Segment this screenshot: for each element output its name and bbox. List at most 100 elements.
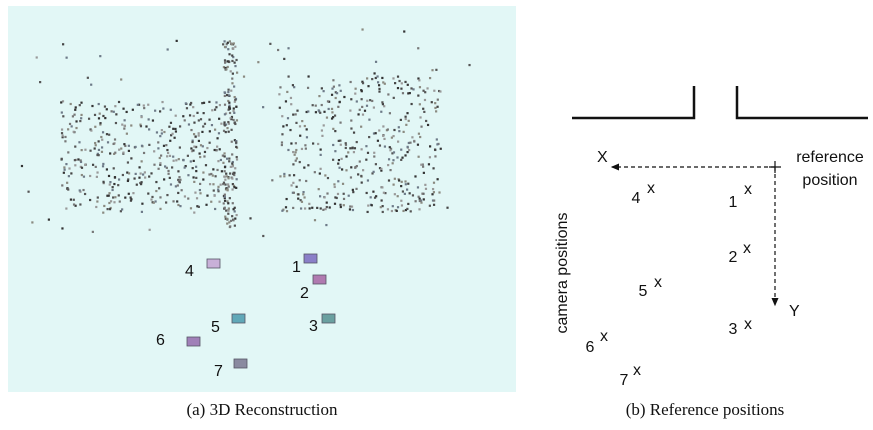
cloud-point (338, 101, 340, 103)
cloud-point (140, 125, 142, 127)
cloud-point (114, 152, 116, 154)
cloud-point (387, 208, 389, 210)
cloud-point (224, 194, 226, 196)
cloud-point (418, 208, 420, 210)
cloud-point (228, 186, 230, 188)
cloud-point (154, 110, 156, 112)
cloud-point (215, 106, 217, 108)
cloud-point (405, 118, 407, 120)
cloud-point (369, 99, 371, 101)
cloud-point (123, 143, 125, 145)
cloud-point (213, 189, 215, 191)
cloud-point (190, 102, 192, 104)
cloud-point (337, 106, 339, 108)
cloud-point (383, 105, 385, 107)
cloud-point (224, 200, 226, 202)
cloud-point (379, 144, 381, 146)
cloud-point (95, 166, 97, 168)
cloud-point (287, 47, 289, 49)
cloud-point (306, 128, 308, 130)
cloud-point (113, 183, 115, 185)
cloud-point (199, 189, 201, 191)
cloud-point (173, 160, 175, 162)
cloud-point (232, 219, 234, 221)
cloud-point (144, 176, 146, 178)
cloud-point (202, 125, 204, 127)
cloud-point (262, 235, 264, 237)
wall (572, 86, 694, 118)
cloud-point (110, 110, 112, 112)
cloud-point (80, 117, 82, 119)
cloud-point (345, 142, 347, 144)
cloud-point (283, 58, 285, 60)
cloud-point (331, 88, 333, 90)
cloud-point (422, 108, 424, 110)
cloud-point (400, 88, 402, 90)
camera-label: 2 (300, 285, 309, 302)
position-label: 7 (620, 372, 629, 389)
cloud-point (157, 141, 159, 143)
cloud-point (170, 122, 172, 124)
cloud-point (343, 204, 345, 206)
cloud-point (135, 173, 137, 175)
cloud-point (156, 131, 158, 133)
cloud-point (140, 172, 142, 174)
cloud-point (350, 166, 352, 168)
cloud-point (334, 130, 336, 132)
cloud-point (234, 167, 236, 169)
cloud-point (223, 152, 225, 154)
cloud-point (318, 188, 320, 190)
cloud-point (179, 125, 181, 127)
cloud-point (418, 133, 420, 135)
camera-label: 3 (309, 318, 318, 335)
cloud-point (178, 158, 180, 160)
cloud-point (262, 106, 264, 108)
cloud-point (281, 115, 283, 117)
cloud-point (224, 170, 226, 172)
cloud-point (432, 167, 434, 169)
position-marker: x (744, 316, 752, 333)
cloud-point (391, 137, 393, 139)
cloud-point (249, 217, 251, 219)
cloud-point (224, 95, 226, 97)
cloud-point (217, 160, 219, 162)
cloud-point (432, 188, 434, 190)
cloud-point (222, 162, 224, 164)
cloud-point (115, 122, 117, 124)
cloud-point (190, 207, 192, 209)
cloud-point (147, 104, 149, 106)
cloud-point (90, 84, 92, 86)
cloud-point (320, 148, 322, 150)
cloud-point (301, 120, 303, 122)
cloud-point (208, 101, 210, 103)
cloud-point (90, 129, 92, 131)
cloud-point (373, 106, 375, 108)
cloud-point (400, 119, 402, 121)
cloud-point (231, 215, 233, 217)
cloud-point (338, 140, 340, 142)
cloud-point (65, 163, 67, 165)
cloud-point (281, 210, 283, 212)
cloud-point (205, 164, 207, 166)
cloud-point (227, 210, 229, 212)
cloud-point (108, 192, 110, 194)
cloud-point (404, 180, 406, 182)
cloud-point (61, 158, 63, 160)
cloud-point (141, 203, 143, 205)
cloud-point (67, 128, 69, 130)
cloud-point (193, 146, 195, 148)
cloud-point (349, 208, 351, 210)
cloud-point (287, 75, 289, 77)
cloud-point (311, 207, 313, 209)
cloud-point (433, 90, 435, 92)
cloud-point (123, 128, 125, 130)
cloud-point (419, 116, 421, 118)
cloud-point (304, 207, 306, 209)
cloud-point (128, 150, 130, 152)
caption: (a) 3D Reconstruction (186, 400, 338, 419)
cloud-point (167, 48, 169, 50)
cloud-point (325, 208, 327, 210)
cloud-point (435, 69, 437, 71)
cloud-point (352, 209, 354, 211)
cloud-point (283, 173, 285, 175)
